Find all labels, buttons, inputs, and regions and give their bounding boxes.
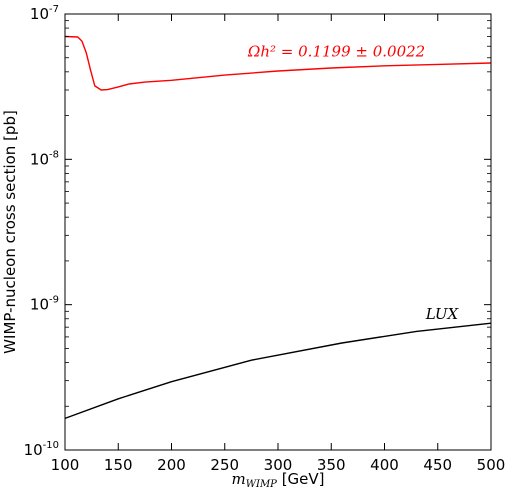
plot-frame bbox=[64, 13, 492, 451]
x-tick-label: 500 bbox=[477, 456, 506, 474]
x-tick-label: 350 bbox=[317, 456, 346, 474]
series-line-1 bbox=[64, 322, 492, 420]
y-tick-label: 10-10 bbox=[24, 440, 59, 459]
y-tick-label: 10-9 bbox=[30, 295, 59, 314]
y-tick-labels: 10-10 10-9 10-8 10-7 bbox=[24, 4, 59, 459]
axis-ticks bbox=[64, 13, 492, 451]
x-tick-label: 100 bbox=[51, 456, 80, 474]
annotations: Ωh² = 0.1199 ± 0.0022 LUX bbox=[247, 42, 460, 322]
plot-area bbox=[64, 35, 492, 420]
x-tick-label: 450 bbox=[423, 456, 452, 474]
series-line-0 bbox=[64, 35, 492, 91]
annotation-1: LUX bbox=[425, 305, 460, 323]
x-tick-labels: 100 150 200 250 300 350 400 450 500 bbox=[51, 456, 506, 474]
x-tick-label: 300 bbox=[264, 456, 293, 474]
x-tick-label: 250 bbox=[210, 456, 239, 474]
y-tick-label: 10-7 bbox=[30, 4, 59, 23]
y-tick-label: 10-8 bbox=[30, 149, 59, 168]
y-axis-label: WIMP-nucleon cross section [pb] bbox=[1, 110, 19, 354]
x-tick-label: 200 bbox=[157, 456, 186, 474]
x-axis-label: mWIMP [GeV] bbox=[231, 470, 324, 490]
x-tick-label: 400 bbox=[370, 456, 399, 474]
x-tick-label: 150 bbox=[104, 456, 133, 474]
annotation-0: Ωh² = 0.1199 ± 0.0022 bbox=[247, 42, 425, 60]
